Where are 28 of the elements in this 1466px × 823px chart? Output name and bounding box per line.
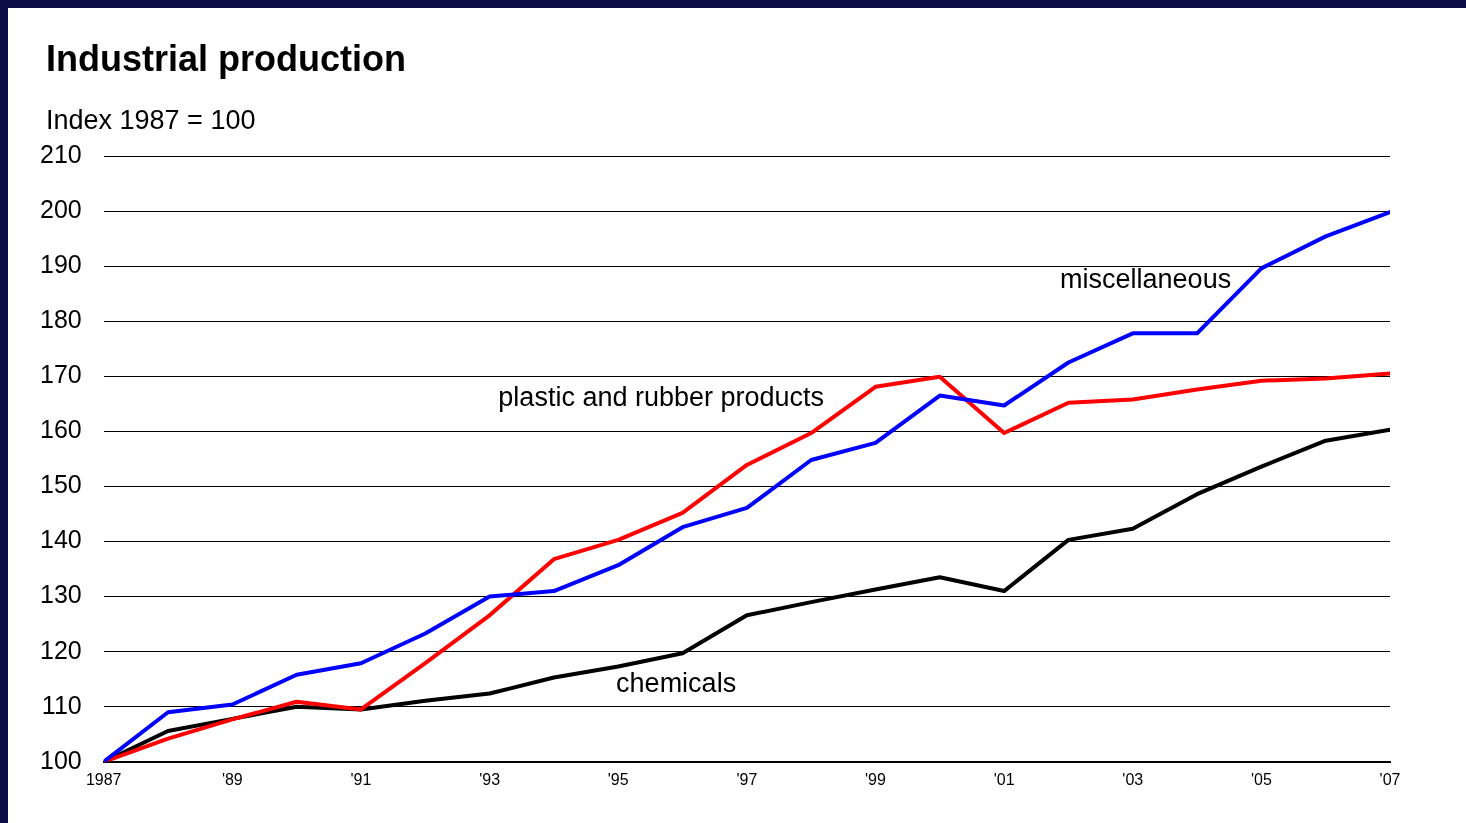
- series-label: miscellaneous: [1060, 264, 1232, 295]
- y-axis-title: Index 1987 = 100: [46, 105, 256, 136]
- x-tick-label: '07: [1379, 770, 1401, 788]
- x-tick-label: '99: [865, 770, 887, 788]
- y-tick-label: 190: [39, 250, 82, 279]
- x-tick-label: '95: [607, 770, 629, 788]
- x-tick-label: '05: [1250, 770, 1272, 788]
- y-tick-label: 210: [39, 139, 82, 168]
- x-tick-label: '03: [1122, 770, 1144, 788]
- x-tick-label: '91: [350, 770, 372, 788]
- y-tick-label: 130: [39, 580, 82, 609]
- series-label: chemicals: [616, 668, 737, 699]
- chart-title: Industrial production: [46, 38, 406, 80]
- y-tick-label: 200: [39, 194, 82, 223]
- x-tick-label: 1987: [85, 770, 122, 788]
- y-tick-label: 180: [39, 305, 82, 334]
- y-tick-label: 160: [39, 415, 82, 444]
- y-tick-label: 140: [39, 525, 82, 554]
- x-tick-label: '97: [736, 770, 758, 788]
- x-tick-label: '89: [221, 770, 243, 788]
- y-tick-label: 170: [39, 360, 82, 389]
- y-tick-label: 100: [39, 745, 82, 774]
- y-tick-label: 120: [39, 635, 82, 664]
- y-tick-label: 150: [39, 470, 82, 499]
- x-tick-label: '93: [479, 770, 501, 788]
- x-tick-label: '01: [993, 770, 1015, 788]
- series-label: plastic and rubber products: [498, 382, 825, 413]
- y-tick-label: 110: [41, 690, 82, 719]
